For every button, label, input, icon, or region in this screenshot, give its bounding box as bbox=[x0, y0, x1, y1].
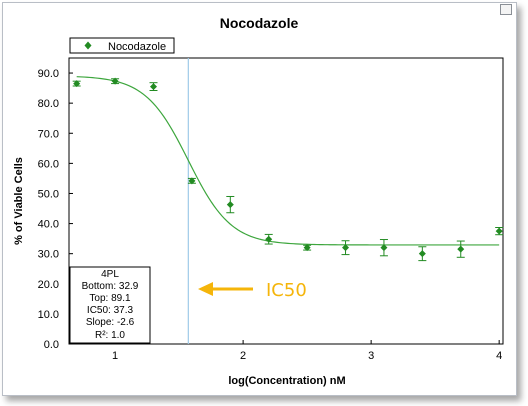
y-tick-label: 50.0 bbox=[38, 188, 59, 200]
data-point bbox=[226, 201, 234, 209]
ic50-arrow-head bbox=[198, 282, 213, 296]
y-tick-label: 90.0 bbox=[38, 68, 59, 80]
chart-title: Nocodazole bbox=[220, 15, 299, 31]
data-point bbox=[495, 227, 503, 235]
data-point bbox=[342, 244, 350, 252]
fit-ic50-label: IC50: 37.3 bbox=[87, 305, 134, 316]
y-tick-label: 70.0 bbox=[38, 128, 59, 140]
y-axis-label: % of Viable Cells bbox=[13, 157, 25, 245]
ic50-annotation: IC50 bbox=[266, 280, 307, 301]
fit-bottom-label: Bottom: 32.9 bbox=[82, 281, 139, 292]
y-tick-label: 80.0 bbox=[38, 98, 59, 110]
y-tick-label: 10.0 bbox=[38, 309, 59, 321]
fit-r2-label: R²: 1.0 bbox=[95, 330, 125, 341]
fit-stats-box bbox=[69, 266, 151, 344]
x-tick-label: 1 bbox=[112, 350, 118, 362]
fit-slope-label: Slope: -2.6 bbox=[86, 317, 135, 328]
data-point bbox=[265, 235, 273, 243]
legend-label: Nocodazole bbox=[108, 41, 166, 53]
data-point bbox=[418, 250, 426, 258]
data-point bbox=[188, 177, 196, 185]
x-tick-label: 4 bbox=[496, 350, 502, 362]
y-tick-label: 30.0 bbox=[38, 249, 59, 261]
x-axis-label: log(Concentration) nM bbox=[228, 375, 345, 387]
window-restore-icon[interactable] bbox=[500, 4, 512, 15]
data-point bbox=[73, 80, 81, 88]
legend-box bbox=[69, 37, 175, 54]
legend-marker-icon bbox=[84, 41, 92, 50]
y-tick-label: 0.0 bbox=[44, 339, 59, 351]
data-point bbox=[111, 77, 119, 85]
data-point bbox=[149, 83, 157, 91]
fit-model-label: 4PL bbox=[101, 269, 119, 280]
data-point bbox=[303, 244, 311, 252]
x-tick-label: 3 bbox=[368, 350, 374, 362]
y-tick-label: 60.0 bbox=[38, 158, 59, 170]
y-tick-label: 20.0 bbox=[38, 279, 59, 291]
data-point bbox=[380, 244, 388, 252]
y-tick-label: 40.0 bbox=[38, 219, 59, 231]
fit-curve bbox=[76, 76, 500, 246]
data-point bbox=[457, 245, 465, 253]
x-tick-label: 2 bbox=[240, 350, 246, 362]
fit-top-label: Top: 89.1 bbox=[89, 293, 131, 304]
